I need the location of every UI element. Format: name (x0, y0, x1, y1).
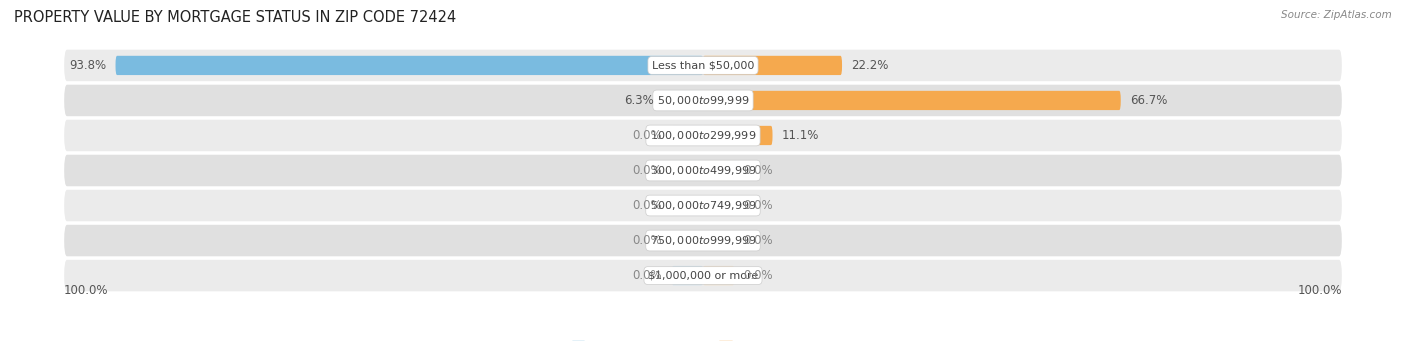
FancyBboxPatch shape (672, 126, 703, 145)
Text: 22.2%: 22.2% (852, 59, 889, 72)
Text: 0.0%: 0.0% (633, 164, 662, 177)
Text: $100,000 to $299,999: $100,000 to $299,999 (650, 129, 756, 142)
Text: $50,000 to $99,999: $50,000 to $99,999 (657, 94, 749, 107)
Text: $500,000 to $749,999: $500,000 to $749,999 (650, 199, 756, 212)
Text: $1,000,000 or more: $1,000,000 or more (648, 270, 758, 281)
FancyBboxPatch shape (703, 231, 734, 250)
FancyBboxPatch shape (65, 260, 1341, 291)
Text: Less than $50,000: Less than $50,000 (652, 60, 754, 71)
Text: 0.0%: 0.0% (744, 199, 773, 212)
FancyBboxPatch shape (703, 126, 772, 145)
FancyBboxPatch shape (65, 50, 1341, 81)
FancyBboxPatch shape (703, 161, 734, 180)
Legend: Without Mortgage, With Mortgage: Without Mortgage, With Mortgage (567, 336, 839, 341)
FancyBboxPatch shape (65, 85, 1341, 116)
Text: 0.0%: 0.0% (744, 234, 773, 247)
FancyBboxPatch shape (65, 190, 1341, 221)
FancyBboxPatch shape (703, 91, 1121, 110)
Text: $750,000 to $999,999: $750,000 to $999,999 (650, 234, 756, 247)
FancyBboxPatch shape (703, 266, 734, 285)
Text: 66.7%: 66.7% (1130, 94, 1167, 107)
Text: 0.0%: 0.0% (744, 269, 773, 282)
Text: PROPERTY VALUE BY MORTGAGE STATUS IN ZIP CODE 72424: PROPERTY VALUE BY MORTGAGE STATUS IN ZIP… (14, 10, 457, 25)
FancyBboxPatch shape (115, 56, 703, 75)
FancyBboxPatch shape (65, 155, 1341, 186)
FancyBboxPatch shape (672, 161, 703, 180)
Text: 11.1%: 11.1% (782, 129, 820, 142)
Text: 100.0%: 100.0% (65, 284, 108, 297)
FancyBboxPatch shape (65, 225, 1341, 256)
Text: 0.0%: 0.0% (744, 164, 773, 177)
Text: $300,000 to $499,999: $300,000 to $499,999 (650, 164, 756, 177)
FancyBboxPatch shape (672, 196, 703, 215)
Text: 93.8%: 93.8% (69, 59, 105, 72)
Text: 6.3%: 6.3% (624, 94, 654, 107)
FancyBboxPatch shape (703, 56, 842, 75)
FancyBboxPatch shape (703, 196, 734, 215)
Text: 100.0%: 100.0% (1298, 284, 1341, 297)
Text: Source: ZipAtlas.com: Source: ZipAtlas.com (1281, 10, 1392, 20)
Text: 0.0%: 0.0% (633, 129, 662, 142)
FancyBboxPatch shape (664, 91, 703, 110)
Text: 0.0%: 0.0% (633, 269, 662, 282)
FancyBboxPatch shape (65, 120, 1341, 151)
Text: 0.0%: 0.0% (633, 199, 662, 212)
FancyBboxPatch shape (672, 231, 703, 250)
FancyBboxPatch shape (672, 266, 703, 285)
Text: 0.0%: 0.0% (633, 234, 662, 247)
